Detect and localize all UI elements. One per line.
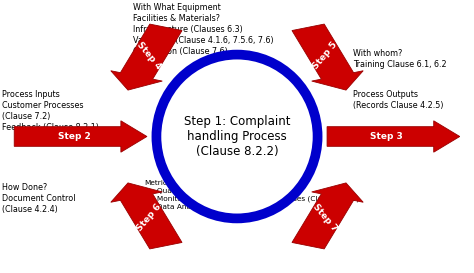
Text: Step 4: Step 4 [135,40,163,71]
Text: Step 7: Step 7 [311,202,339,233]
Text: How Done?
Document Control
(Clause 4.2.4): How Done? Document Control (Clause 4.2.4… [2,183,76,214]
Ellipse shape [156,55,318,218]
FancyArrow shape [14,121,147,152]
FancyArrow shape [292,24,363,90]
Text: Metrics
1.  Quality Objectives (Clause 5.4.1)
2.  Monitoring & Measurement of Pr: Metrics 1. Quality Objectives (Clause 5.… [145,180,359,210]
FancyArrow shape [327,121,460,152]
FancyArrow shape [111,183,182,249]
Text: Process Inputs
Customer Processes
(Clause 7.2)
Feedback (Clause 8.2.1): Process Inputs Customer Processes (Claus… [2,90,99,132]
FancyArrow shape [292,183,363,249]
Text: Step 5: Step 5 [311,40,339,71]
Text: Step 3: Step 3 [370,132,403,141]
Text: Step 6: Step 6 [135,202,163,233]
FancyArrow shape [111,24,182,90]
Text: Step 2: Step 2 [57,132,91,141]
Text: With What Equipment
Facilities & Materials?
Infrastructure (Clauses 6.3)
Validat: With What Equipment Facilities & Materia… [133,3,273,56]
Text: Step 1: Complaint
handling Process
(Clause 8.2.2): Step 1: Complaint handling Process (Clau… [184,115,290,158]
Text: Process Outputs
(Records Clause 4.2.5): Process Outputs (Records Clause 4.2.5) [353,90,444,110]
Text: With whom?
Training Clause 6.1, 6.2: With whom? Training Clause 6.1, 6.2 [353,49,447,69]
